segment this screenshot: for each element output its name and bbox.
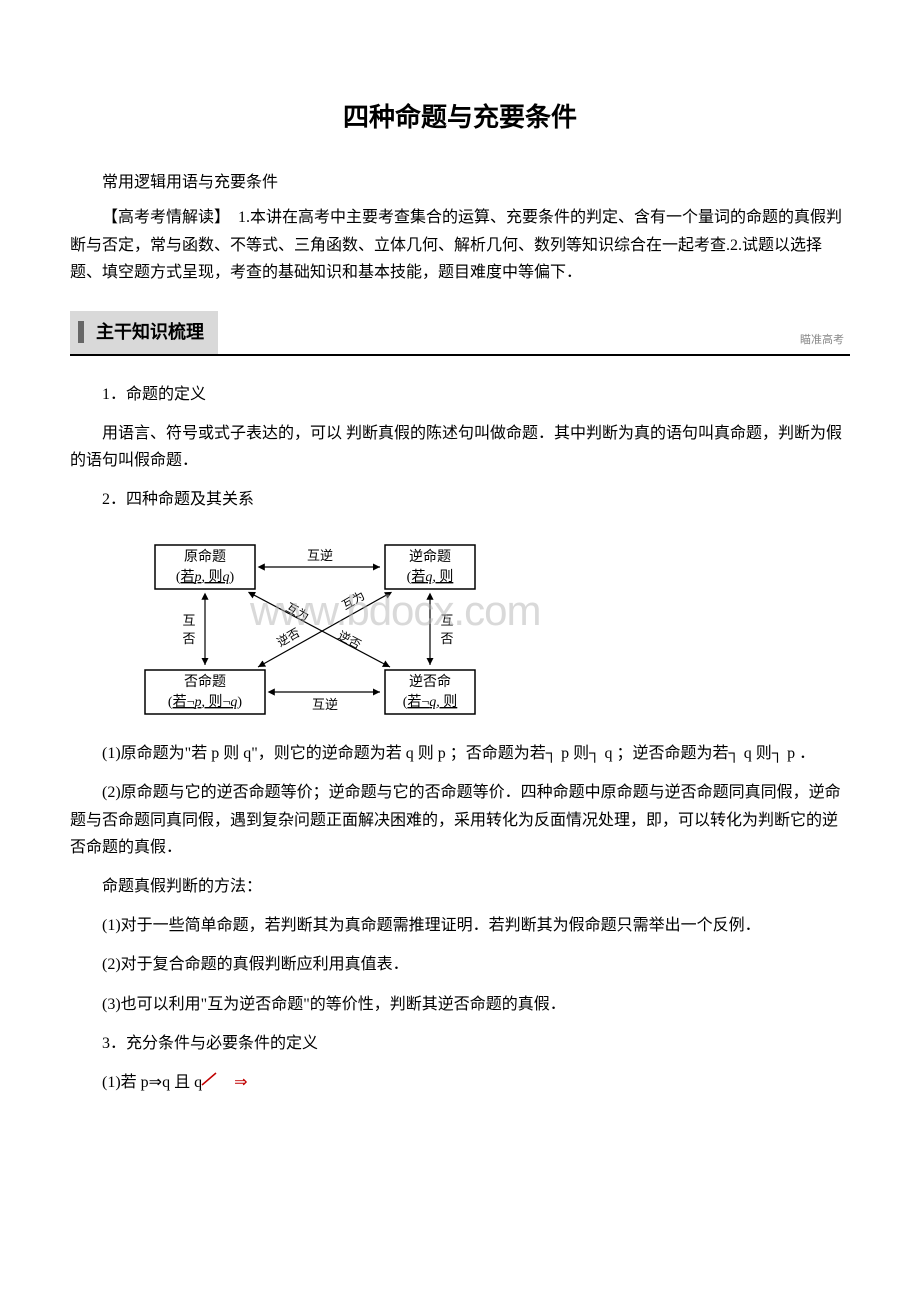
p21-c: q ；逆否命题为若 [600,745,728,762]
para-3-1: (1)若 p⇒q 且 q⇒ [70,1069,850,1096]
edge-diag2-label1: 互为 [340,589,368,613]
p21-e: p ． [783,745,815,762]
edge-left-label1: 互 [182,613,195,628]
section3-heading: 3．充分条件与必要条件的定义 [70,1030,850,1057]
edge-right-label1: 互 [440,613,453,628]
edge-top-label: 互逆 [307,548,333,563]
not-implies-icon: ⇒ [202,1069,247,1096]
banner-right-label: 瞄准高考 [800,331,850,354]
subtitle-text: 常用逻辑用语与充要条件 [70,169,850,196]
diagram-svg: 原命题 (若p, 则q) 逆命题 (若q, 则 否命题 (若¬p, 则¬q) 逆… [130,525,490,725]
proposition-diagram: 原命题 (若p, 则q) 逆命题 (若q, 则 否命题 (若¬p, 则¬q) 逆… [130,525,480,725]
para-method-3: (3)也可以利用"互为逆否命题"的等价性，判断其逆否命题的真假． [70,991,850,1018]
para-method-2: (2)对于复合命题的真假判断应利用真值表． [70,951,850,978]
para-method-1: (1)对于一些简单命题，若判断其为真命题需推理证明．若判断其为假命题只需举出一个… [70,912,850,939]
svg-text:(若¬p, 则¬q): (若¬p, 则¬q) [168,694,242,710]
svg-text:(若q, 则: (若q, 则 [407,569,454,585]
edge-diag1-label1: 互为 [284,601,312,625]
para-method-heading: 命题真假判断的方法： [70,873,850,900]
neg-icon: ┐ [546,745,557,762]
node-original-line1: 原命题 [184,548,226,565]
svg-text:(若¬q, 则: (若¬q, 则 [403,694,458,710]
edge-bottom-label: 互逆 [312,697,338,712]
edge-right-label2: 否 [440,631,453,646]
document-title: 四种命题与充要条件 [70,95,850,139]
node-negation-line1: 否命题 [184,673,226,690]
neg-icon: ┐ [589,745,600,762]
edge-left-label2: 否 [182,631,195,646]
section2-heading: 2．四种命题及其关系 [70,486,850,513]
section1-body: 用语言、符号或式子表达的，可以 判断真假的陈述句叫做命题．其中判断为真的语句叫真… [70,420,850,474]
banner-left-label: 主干知识梳理 [70,311,218,354]
node-contrapositive-line1: 逆否命 [409,673,451,690]
svg-text:(若p, 则q): (若p, 则q) [176,569,235,585]
p21-b: p 则 [557,745,589,762]
p21-a: (1)原命题为"若 p 则 q"，则它的逆命题为若 q 则 p ；否命题为若 [102,745,546,762]
neg-icon: ┐ [728,745,739,762]
neg-icon: ┐ [772,745,783,762]
edge-diag2-label2: 逆否 [274,625,302,650]
intro-paragraph: 【高考考情解读】 1.本讲在高考中主要考查集合的运算、充要条件的判定、含有一个量… [70,204,850,286]
node-converse-line1: 逆命题 [409,548,451,565]
p31-a: (1)若 p⇒q 且 q [102,1074,202,1091]
section-banner: 主干知识梳理 瞄准高考 [70,311,850,356]
para-2-1: (1)原命题为"若 p 则 q"，则它的逆命题为若 q 则 p ；否命题为若┐ … [70,740,850,767]
para-2-2: (2)原命题与它的逆否命题等价；逆命题与它的否命题等价．四种命题中原命题与逆否命… [70,779,850,861]
p21-d: q 则 [740,745,772,762]
section1-heading: 1．命题的定义 [70,381,850,408]
edge-diag1-label2: 逆否 [336,628,364,653]
